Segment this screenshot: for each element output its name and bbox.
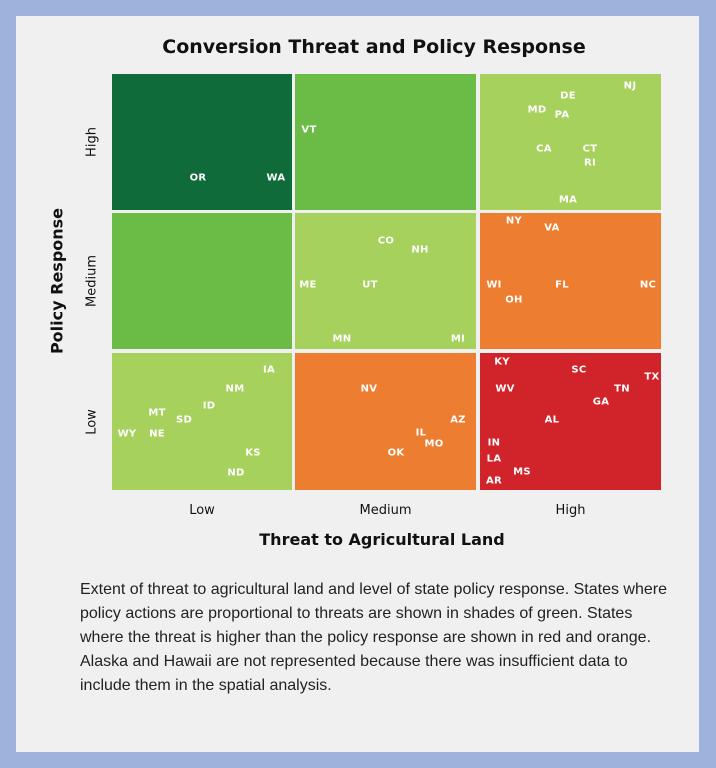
state-label-fl: FL — [555, 279, 569, 291]
state-label-or: OR — [189, 172, 207, 184]
state-label-sd: SD — [175, 414, 193, 426]
y-tick-low: Low — [84, 408, 100, 435]
y-tick-medium: Medium — [84, 255, 100, 307]
y-axis-label: Policy Response — [47, 207, 67, 355]
state-label-md: MD — [527, 104, 547, 116]
matrix-cell-medium-threat-low-policy — [295, 353, 476, 490]
chart-title: Conversion Threat and Policy Response — [162, 36, 586, 58]
state-label-wy: WY — [117, 428, 137, 440]
state-label-il: IL — [415, 427, 427, 439]
state-label-mt: MT — [148, 407, 166, 419]
state-label-ut: UT — [362, 279, 378, 291]
state-label-nj: NJ — [623, 80, 637, 92]
x-tick-low: Low — [189, 503, 215, 518]
state-label-nh: NH — [411, 244, 429, 256]
state-label-wa: WA — [266, 172, 286, 184]
state-label-wv: WV — [495, 383, 515, 395]
matrix-cell-low-threat-medium-policy — [112, 213, 292, 349]
matrix-cell-low-threat-low-policy — [112, 353, 292, 490]
state-label-oh: OH — [505, 294, 523, 306]
matrix-cell-medium-threat-medium-policy — [295, 213, 476, 349]
matrix-cell-medium-threat-high-policy — [295, 74, 476, 210]
state-label-mn: MN — [332, 333, 352, 345]
state-label-ok: OK — [387, 447, 405, 459]
state-label-ny: NY — [505, 215, 523, 227]
state-label-mi: MI — [450, 333, 466, 345]
y-tick-high: High — [84, 127, 100, 157]
state-label-ma: MA — [558, 194, 578, 206]
state-label-ms: MS — [513, 466, 531, 478]
state-label-tx: TX — [644, 371, 660, 383]
state-label-pa: PA — [554, 109, 570, 121]
state-label-la: LA — [486, 453, 502, 465]
state-label-ar: AR — [485, 475, 503, 487]
state-label-me: ME — [299, 279, 317, 291]
state-label-ks: KS — [245, 447, 261, 459]
state-label-co: CO — [377, 235, 395, 247]
x-axis-label: Threat to Agricultural Land — [259, 530, 505, 549]
state-label-sc: SC — [571, 364, 587, 376]
state-label-vt: VT — [301, 124, 317, 136]
state-label-ia: IA — [262, 364, 276, 376]
state-label-id: ID — [202, 400, 216, 412]
matrix-cell-high-threat-low-policy — [480, 353, 661, 490]
matrix-cell-high-threat-high-policy — [480, 74, 661, 210]
state-label-ga: GA — [592, 396, 610, 408]
state-label-mo: MO — [424, 438, 444, 450]
state-label-ri: RI — [583, 157, 597, 169]
state-label-tn: TN — [614, 383, 630, 395]
state-label-wi: WI — [486, 279, 502, 291]
state-label-in: IN — [487, 437, 501, 449]
state-label-va: VA — [544, 222, 560, 234]
state-label-nv: NV — [360, 383, 378, 395]
x-tick-medium: Medium — [359, 503, 412, 518]
state-label-ky: KY — [494, 356, 510, 368]
state-label-al: AL — [544, 414, 560, 426]
state-label-de: DE — [560, 90, 576, 102]
x-tick-high: High — [555, 503, 586, 518]
state-label-nm: NM — [225, 383, 245, 395]
matrix-cell-low-threat-high-policy — [112, 74, 292, 210]
state-label-ca: CA — [536, 143, 552, 155]
matrix-cell-high-threat-medium-policy — [480, 213, 661, 349]
state-label-nc: NC — [639, 279, 657, 291]
figure-caption: Extent of threat to agricultural land an… — [80, 581, 667, 694]
state-label-ne: NE — [149, 428, 165, 440]
state-label-nd: ND — [227, 467, 245, 479]
state-label-ct: CT — [582, 143, 598, 155]
state-label-az: AZ — [450, 414, 466, 426]
